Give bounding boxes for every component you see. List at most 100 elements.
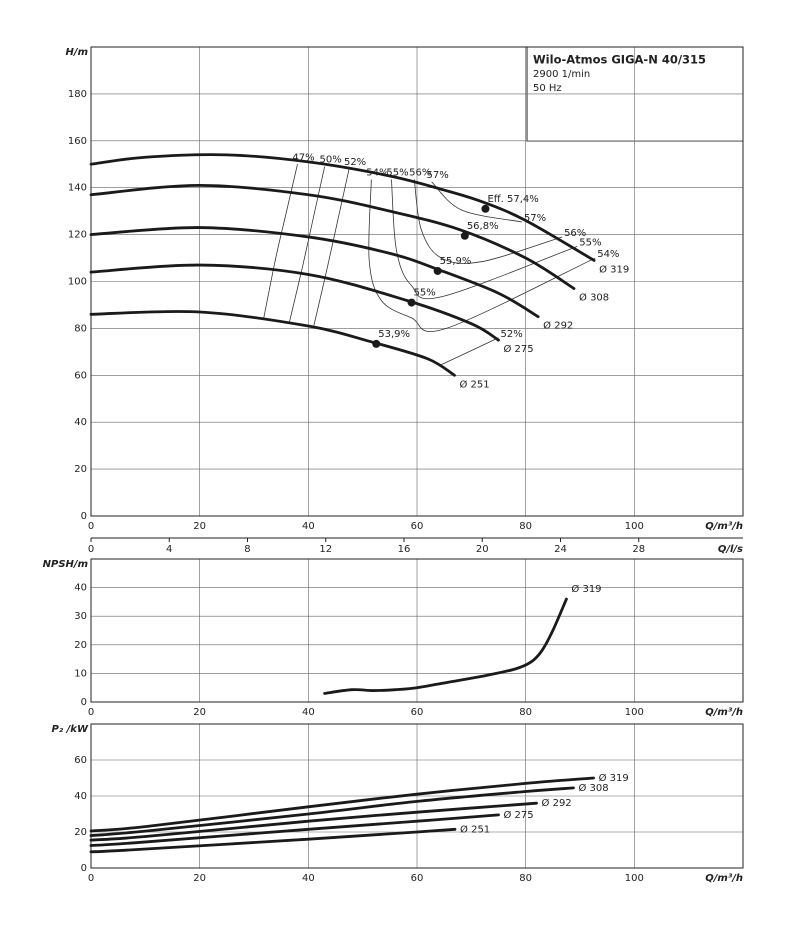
- x-tick-label: 0: [88, 521, 94, 532]
- curve: [89, 813, 500, 847]
- plot-frame: [90, 46, 744, 517]
- x2-tick-label: 20: [476, 544, 489, 555]
- x-tick-label: 0: [88, 873, 94, 884]
- efficiency-label: 57%: [427, 170, 449, 181]
- duty-point-label: 53,9%: [378, 329, 410, 340]
- duty-point: [372, 339, 381, 348]
- duty-point: [433, 266, 442, 275]
- y-tick-label: 10: [74, 668, 87, 679]
- x-axis-label: Q/m³/h: [705, 707, 743, 718]
- duty-point: [460, 231, 469, 240]
- x-tick-label: 100: [625, 521, 644, 532]
- x-tick-label: 100: [625, 707, 644, 718]
- y-tick-label: 20: [74, 640, 87, 651]
- curve: [323, 597, 568, 695]
- x2-tick-label: 24: [554, 544, 567, 555]
- efficiency-label: 52%: [344, 157, 366, 168]
- curve: [89, 183, 576, 290]
- y-tick-label: 0: [81, 697, 87, 708]
- curve: [89, 776, 595, 833]
- x-tick-label: 40: [302, 873, 315, 884]
- x-tick-label: 80: [519, 873, 532, 884]
- x-tick-label: 60: [411, 873, 424, 884]
- x-tick-label: 80: [519, 707, 532, 718]
- curve-label: Ø 251: [459, 378, 489, 390]
- curve: [89, 310, 456, 377]
- y-axis-label: H/m: [66, 47, 88, 58]
- x-tick-label: 60: [411, 707, 424, 718]
- x-tick-label: 80: [519, 521, 532, 532]
- duty-point: [481, 204, 490, 213]
- y-tick-label: 60: [74, 370, 87, 381]
- curve-label: Ø 319: [599, 263, 629, 275]
- duty-point-label: Eff. 57,4%: [487, 194, 538, 205]
- duty-point-label: 55%: [414, 288, 436, 299]
- curve: [89, 801, 538, 842]
- x-axis-label: Q/m³/h: [705, 873, 743, 884]
- x-tick-label: 20: [193, 707, 206, 718]
- curve-label: Ø 319: [571, 583, 601, 595]
- curve-label: Ø 319: [599, 772, 629, 784]
- y-tick-label: 80: [74, 323, 87, 334]
- curve-label: Ø 292: [542, 797, 572, 809]
- curve-label: Ø 275: [504, 343, 534, 355]
- efficiency-label: 56%: [564, 228, 586, 239]
- plot-frame: [90, 558, 744, 703]
- x-tick-label: 20: [193, 873, 206, 884]
- x-axis-label: Q/m³/h: [705, 521, 743, 532]
- y-tick-label: 30: [74, 611, 87, 622]
- y-tick-label: 120: [68, 230, 87, 241]
- duty-point: [407, 298, 416, 307]
- curve: [89, 263, 500, 342]
- duty-point-label: 56,8%: [467, 221, 499, 232]
- efficiency-label: 54%: [597, 249, 619, 260]
- efficiency-label: 47%: [292, 152, 314, 163]
- curve-label: Ø 275: [504, 809, 534, 821]
- y-axis-label: P₂ /kW: [51, 724, 88, 735]
- y-tick-label: 160: [68, 136, 87, 147]
- info-title: Wilo-Atmos GIGA-N 40/315: [533, 53, 706, 67]
- y-tick-label: 0: [81, 511, 87, 522]
- curve: [89, 226, 540, 319]
- efficiency-line: [263, 164, 298, 318]
- info-speed: 2900 1/min: [533, 69, 590, 80]
- y-tick-label: 60: [74, 755, 87, 766]
- efficiency-label: 55%: [579, 237, 601, 248]
- curve-label: Ø 308: [578, 782, 608, 794]
- efficiency-label: 55%: [386, 167, 408, 178]
- x2-tick-label: 12: [319, 544, 332, 555]
- y-tick-label: 20: [74, 827, 87, 838]
- y-tick-label: 20: [74, 464, 87, 475]
- y-axis-label: NPSH/m: [43, 559, 88, 570]
- efficiency-line: [438, 337, 499, 367]
- x-tick-label: 40: [302, 707, 315, 718]
- x2-tick-label: 0: [88, 544, 94, 555]
- efficiency-label: 57%: [524, 213, 546, 224]
- curve: [89, 827, 457, 854]
- curve-label: Ø 308: [579, 292, 609, 304]
- x-tick-label: 60: [411, 521, 424, 532]
- info-frequency: 50 Hz: [533, 83, 562, 94]
- y-tick-label: 40: [74, 417, 87, 428]
- x-tick-label: 100: [625, 873, 644, 884]
- x2-tick-label: 28: [632, 544, 645, 555]
- efficiency-line: [288, 166, 326, 323]
- efficiency-label: 56%: [409, 167, 431, 178]
- efficiency-label: 52%: [501, 329, 523, 340]
- y-tick-label: 40: [74, 583, 87, 594]
- x-tick-label: 20: [193, 521, 206, 532]
- y-tick-label: 100: [68, 277, 87, 288]
- x2-tick-label: 8: [244, 544, 250, 555]
- duty-point-label: 55,9%: [440, 256, 472, 267]
- curve-label: Ø 251: [460, 823, 490, 835]
- x-tick-label: 0: [88, 707, 94, 718]
- x2-tick-label: 4: [166, 544, 172, 555]
- x2-axis-label: Q/l/s: [718, 544, 743, 555]
- efficiency-label: 50%: [320, 155, 342, 166]
- y-tick-label: 180: [68, 89, 87, 100]
- x2-tick-label: 16: [398, 544, 411, 555]
- y-tick-label: 140: [68, 183, 87, 194]
- efficiency-line: [391, 179, 578, 300]
- y-tick-label: 40: [74, 791, 87, 802]
